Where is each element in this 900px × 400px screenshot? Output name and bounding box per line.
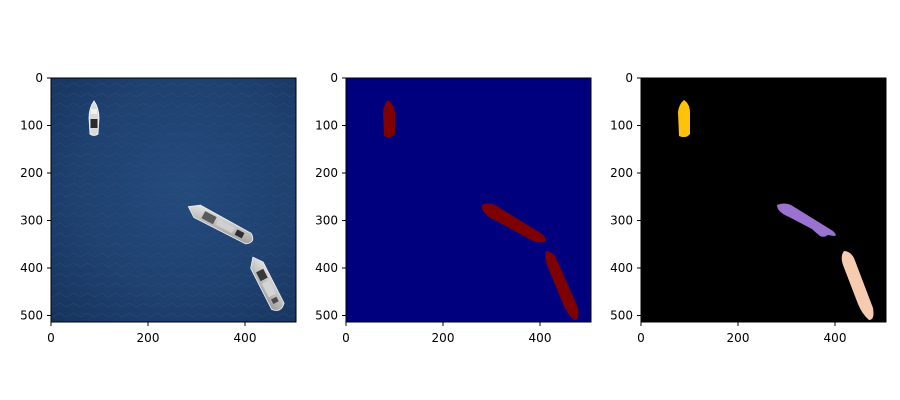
y-tick-label: 300	[20, 214, 43, 228]
yacht-small	[88, 100, 100, 136]
y-tick-label: 100	[315, 119, 338, 133]
x-tick-label: 200	[137, 331, 160, 345]
instance-shape-small-boat	[678, 100, 690, 138]
panel-binary-mask	[345, 77, 592, 323]
y-tick-label: 100	[610, 119, 633, 133]
y-tick-label: 400	[315, 261, 338, 275]
panel-instance-mask	[640, 77, 887, 323]
x-tick-label: 0	[47, 331, 55, 345]
mask-background	[346, 78, 591, 322]
y-tick-label: 500	[315, 309, 338, 323]
y-tick-label: 500	[20, 309, 43, 323]
instance-background	[641, 78, 886, 322]
panel-satellite-image	[50, 77, 297, 323]
mask-shape-long-ship	[545, 251, 579, 320]
y-tick-label: 100	[20, 119, 43, 133]
x-tick-label: 0	[342, 331, 350, 345]
y-tick-label: 400	[20, 261, 43, 275]
y-tick-label: 500	[610, 309, 633, 323]
x-tick-label: 200	[432, 331, 455, 345]
axes-frame	[640, 77, 887, 323]
x-tick-label: 400	[824, 331, 847, 345]
y-tick-label: 200	[20, 166, 43, 180]
x-tick-label: 400	[234, 331, 257, 345]
y-tick-label: 200	[315, 166, 338, 180]
y-tick-label: 300	[315, 214, 338, 228]
y-tick-label: 200	[610, 166, 633, 180]
mask-shape-small-boat	[383, 100, 395, 138]
axes-frame	[345, 77, 592, 323]
y-tick-label: 0	[35, 71, 43, 85]
y-tick-label: 400	[610, 261, 633, 275]
instance-shape-long-ship	[841, 251, 874, 320]
mask-shape-diagonal-ship	[481, 203, 546, 243]
instance-shape-diagonal-ship	[777, 203, 836, 237]
long-ship-lower-right	[250, 256, 285, 311]
y-tick-label: 0	[330, 71, 338, 85]
y-tick-label: 0	[625, 71, 633, 85]
axes-frame	[50, 77, 297, 323]
cargo-ship-diagonal	[187, 204, 254, 245]
x-tick-label: 200	[727, 331, 750, 345]
x-tick-label: 0	[637, 331, 645, 345]
x-tick-label: 400	[529, 331, 552, 345]
y-tick-label: 300	[610, 214, 633, 228]
